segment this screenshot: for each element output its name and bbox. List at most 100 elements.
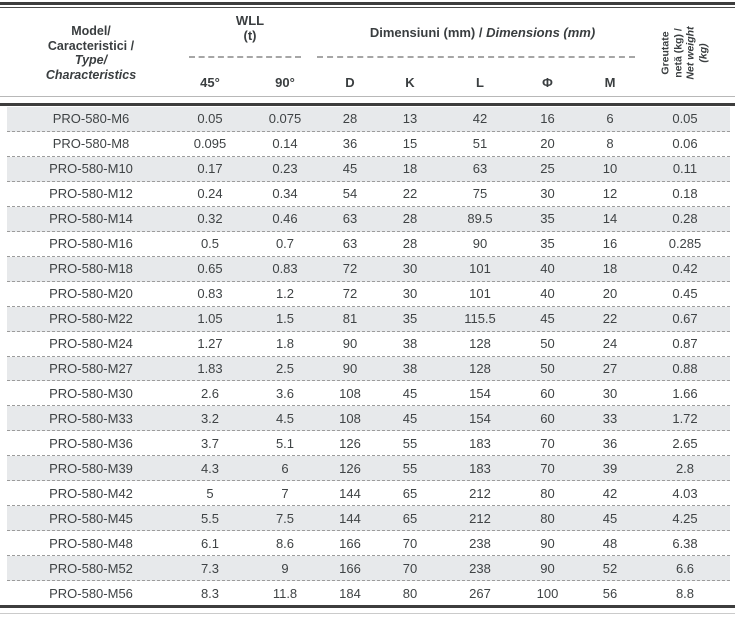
model-cell: PRO-580-M48 xyxy=(49,535,133,551)
value-cell: 238 xyxy=(469,535,491,551)
value-cell: 154 xyxy=(469,410,491,426)
value-cell: 144 xyxy=(339,485,361,501)
header-thin-rule xyxy=(0,96,735,97)
value-cell: 4.3 xyxy=(200,460,220,476)
value-cell: 126 xyxy=(339,435,361,451)
value-cell: 183 xyxy=(469,435,491,451)
table-row: PRO-580-M30 2.6 3.6 108 45 154 60 30 1.66 xyxy=(7,381,730,407)
value-cell: 90 xyxy=(342,336,358,352)
value-cell: 1.72 xyxy=(672,410,698,426)
model-cell: PRO-580-M20 xyxy=(49,286,133,302)
value-cell: 45 xyxy=(342,161,358,177)
value-cell: 0.11 xyxy=(672,161,698,177)
value-cell: 72 xyxy=(342,261,358,277)
value-cell: 40 xyxy=(540,286,555,302)
model-cell: PRO-580-M18 xyxy=(49,261,133,277)
value-cell: 0.32 xyxy=(197,211,223,227)
value-cell: 54 xyxy=(342,186,358,202)
value-cell: 48 xyxy=(602,535,618,551)
model-cell: PRO-580-M30 xyxy=(49,385,133,401)
value-cell: 0.87 xyxy=(672,336,698,352)
value-cell: 72 xyxy=(342,286,358,302)
value-cell: 24 xyxy=(602,336,618,352)
value-cell: 2.8 xyxy=(675,460,695,476)
value-cell: 75 xyxy=(472,186,488,202)
value-cell: 1.8 xyxy=(275,336,295,352)
value-cell: 80 xyxy=(540,485,555,501)
net-weight-column-header: Greutate netă (kg) / Net weight (kg) xyxy=(640,10,730,96)
model-cell: PRO-580-M27 xyxy=(49,361,133,376)
value-cell: 267 xyxy=(469,585,491,601)
value-cell: 22 xyxy=(402,186,418,202)
value-cell: 2.5 xyxy=(275,361,295,376)
top-thick-rule xyxy=(0,2,735,5)
value-cell: 63 xyxy=(342,236,358,252)
value-cell: 3.6 xyxy=(275,385,295,401)
value-cell: 70 xyxy=(402,535,418,551)
wll-title-line: WLL xyxy=(235,13,265,28)
model-column-header: Model/ Caracteristici / Type/ Characteri… xyxy=(7,10,175,96)
value-cell: 8.8 xyxy=(675,585,695,601)
weight-header-line: (kg) xyxy=(697,43,710,63)
value-cell: 8.6 xyxy=(275,535,295,551)
value-cell: 60 xyxy=(540,410,555,426)
value-cell: 90 xyxy=(472,236,488,252)
value-cell: 6.38 xyxy=(672,535,698,551)
value-cell: 238 xyxy=(469,560,491,576)
table-row: PRO-580-M42 5 7 144 65 212 80 42 4.03 xyxy=(7,481,730,507)
column-header-L: L xyxy=(476,74,484,90)
value-cell: 42 xyxy=(602,485,618,501)
value-cell: 2.6 xyxy=(200,385,220,401)
table-row: PRO-580-M12 0.24 0.34 54 22 75 30 12 0.18 xyxy=(7,181,730,207)
value-cell: 154 xyxy=(469,385,491,401)
wll-group-title: WLL (t) xyxy=(175,13,325,43)
value-cell: 0.285 xyxy=(668,236,702,252)
model-cell: PRO-580-M33 xyxy=(49,410,133,426)
value-cell: 15 xyxy=(402,136,418,152)
value-cell: 5 xyxy=(206,485,214,501)
table-row: PRO-580-M20 0.83 1.2 72 30 101 40 20 0.45 xyxy=(7,281,730,307)
value-cell: 0.83 xyxy=(197,286,223,302)
value-cell: 0.7 xyxy=(275,236,295,252)
net-weight-rotated-label: Greutate netă (kg) / Net weight (kg) xyxy=(660,26,710,79)
value-cell: 101 xyxy=(469,286,491,302)
value-cell: 4.5 xyxy=(275,410,295,426)
value-cell: 45 xyxy=(402,410,418,426)
value-cell: 6.6 xyxy=(675,560,695,576)
value-cell: 28 xyxy=(402,211,418,227)
value-cell: 30 xyxy=(540,186,555,202)
value-cell: 0.34 xyxy=(272,186,298,202)
value-cell: 4.25 xyxy=(672,510,698,526)
value-cell: 12 xyxy=(602,186,618,202)
table-row: PRO-580-M48 6.1 8.6 166 70 238 90 48 6.38 xyxy=(7,531,730,557)
model-cell: PRO-580-M36 xyxy=(49,435,133,451)
dimensions-subheader-row: D K L Φ M xyxy=(325,71,640,93)
value-cell: 25 xyxy=(540,161,555,177)
value-cell: 0.23 xyxy=(272,161,298,177)
value-cell: 38 xyxy=(402,361,418,376)
value-cell: 166 xyxy=(339,560,361,576)
dimensions-dashed-divider xyxy=(317,56,635,58)
value-cell: 18 xyxy=(602,261,618,277)
dimensions-title-en: Dimensions (mm) xyxy=(486,25,596,40)
value-cell: 212 xyxy=(469,485,491,501)
value-cell: 4.03 xyxy=(672,485,698,501)
value-cell: 0.65 xyxy=(197,261,223,277)
table-row: PRO-580-M27 1.83 2.5 90 38 128 50 27 0.88 xyxy=(7,356,730,382)
model-cell: PRO-580-M8 xyxy=(52,136,130,152)
value-cell: 45 xyxy=(402,385,418,401)
value-cell: 1.83 xyxy=(197,361,223,376)
value-cell: 0.06 xyxy=(672,136,698,152)
model-header-line: Characteristics xyxy=(45,67,137,82)
value-cell: 45 xyxy=(602,510,618,526)
value-cell: 30 xyxy=(602,385,618,401)
value-cell: 0.83 xyxy=(272,261,298,277)
table-row: PRO-580-M45 5.5 7.5 144 65 212 80 45 4.25 xyxy=(7,506,730,532)
value-cell: 13 xyxy=(402,111,418,127)
model-cell: PRO-580-M14 xyxy=(49,211,133,227)
value-cell: 10 xyxy=(602,161,618,177)
value-cell: 8.3 xyxy=(200,585,220,601)
bottom-thick-rule xyxy=(0,605,735,608)
value-cell: 0.5 xyxy=(200,236,220,252)
